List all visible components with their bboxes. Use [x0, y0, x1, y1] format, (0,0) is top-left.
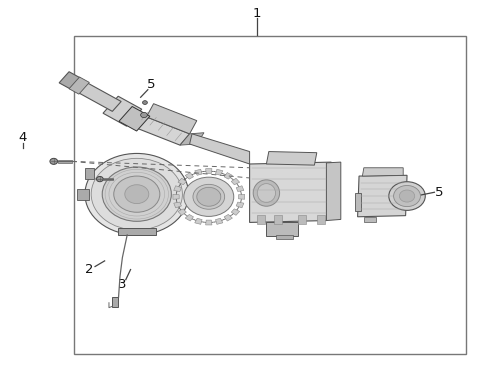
Polygon shape: [236, 202, 244, 208]
Polygon shape: [216, 169, 223, 175]
Polygon shape: [119, 106, 150, 131]
Polygon shape: [205, 169, 212, 173]
Circle shape: [399, 190, 415, 202]
Polygon shape: [178, 209, 186, 215]
Bar: [112, 297, 118, 307]
Text: 2: 2: [84, 263, 93, 276]
Bar: [355, 193, 361, 211]
Polygon shape: [231, 178, 240, 185]
Polygon shape: [205, 220, 212, 225]
Circle shape: [141, 112, 147, 118]
Polygon shape: [174, 186, 181, 192]
Polygon shape: [185, 173, 193, 179]
Text: 3: 3: [118, 278, 127, 291]
Text: 5: 5: [147, 78, 156, 91]
Bar: [276, 235, 293, 239]
Bar: [77, 188, 89, 200]
Bar: [266, 222, 298, 236]
Polygon shape: [59, 72, 80, 89]
Polygon shape: [61, 74, 121, 111]
Circle shape: [125, 185, 149, 204]
Polygon shape: [137, 117, 190, 145]
Circle shape: [114, 176, 160, 212]
Polygon shape: [250, 162, 331, 222]
Polygon shape: [326, 162, 341, 221]
Polygon shape: [174, 202, 181, 208]
Polygon shape: [358, 175, 407, 217]
Bar: [364, 217, 376, 222]
Ellipse shape: [257, 184, 276, 202]
Polygon shape: [236, 186, 244, 192]
Text: 5: 5: [435, 186, 444, 199]
Polygon shape: [197, 187, 221, 206]
Polygon shape: [195, 218, 202, 224]
Polygon shape: [224, 173, 232, 179]
Bar: [74, 36, 466, 354]
Polygon shape: [195, 169, 202, 175]
Polygon shape: [69, 77, 89, 94]
Polygon shape: [266, 152, 317, 165]
Circle shape: [394, 185, 420, 207]
Circle shape: [91, 158, 182, 230]
Polygon shape: [239, 194, 245, 199]
Ellipse shape: [253, 180, 279, 206]
Polygon shape: [216, 218, 223, 224]
Polygon shape: [185, 215, 193, 221]
Text: 4: 4: [19, 131, 27, 144]
Polygon shape: [190, 134, 250, 164]
Polygon shape: [224, 215, 232, 221]
Polygon shape: [362, 168, 403, 176]
Bar: [103, 178, 113, 180]
Circle shape: [389, 182, 425, 210]
Circle shape: [102, 167, 171, 221]
Polygon shape: [103, 96, 142, 126]
Circle shape: [50, 158, 58, 164]
Polygon shape: [178, 178, 186, 185]
Circle shape: [143, 101, 147, 104]
Circle shape: [96, 176, 103, 182]
Circle shape: [85, 153, 189, 235]
Polygon shape: [173, 194, 179, 199]
Circle shape: [193, 184, 225, 209]
Polygon shape: [180, 133, 204, 145]
Polygon shape: [118, 228, 156, 235]
Circle shape: [184, 177, 234, 216]
Bar: [274, 215, 282, 224]
Bar: [317, 215, 325, 224]
Polygon shape: [231, 209, 240, 215]
Bar: [58, 160, 72, 162]
Bar: [298, 215, 306, 224]
Bar: [257, 215, 265, 224]
Polygon shape: [146, 104, 197, 134]
Text: 1: 1: [252, 7, 261, 20]
Polygon shape: [85, 168, 94, 179]
